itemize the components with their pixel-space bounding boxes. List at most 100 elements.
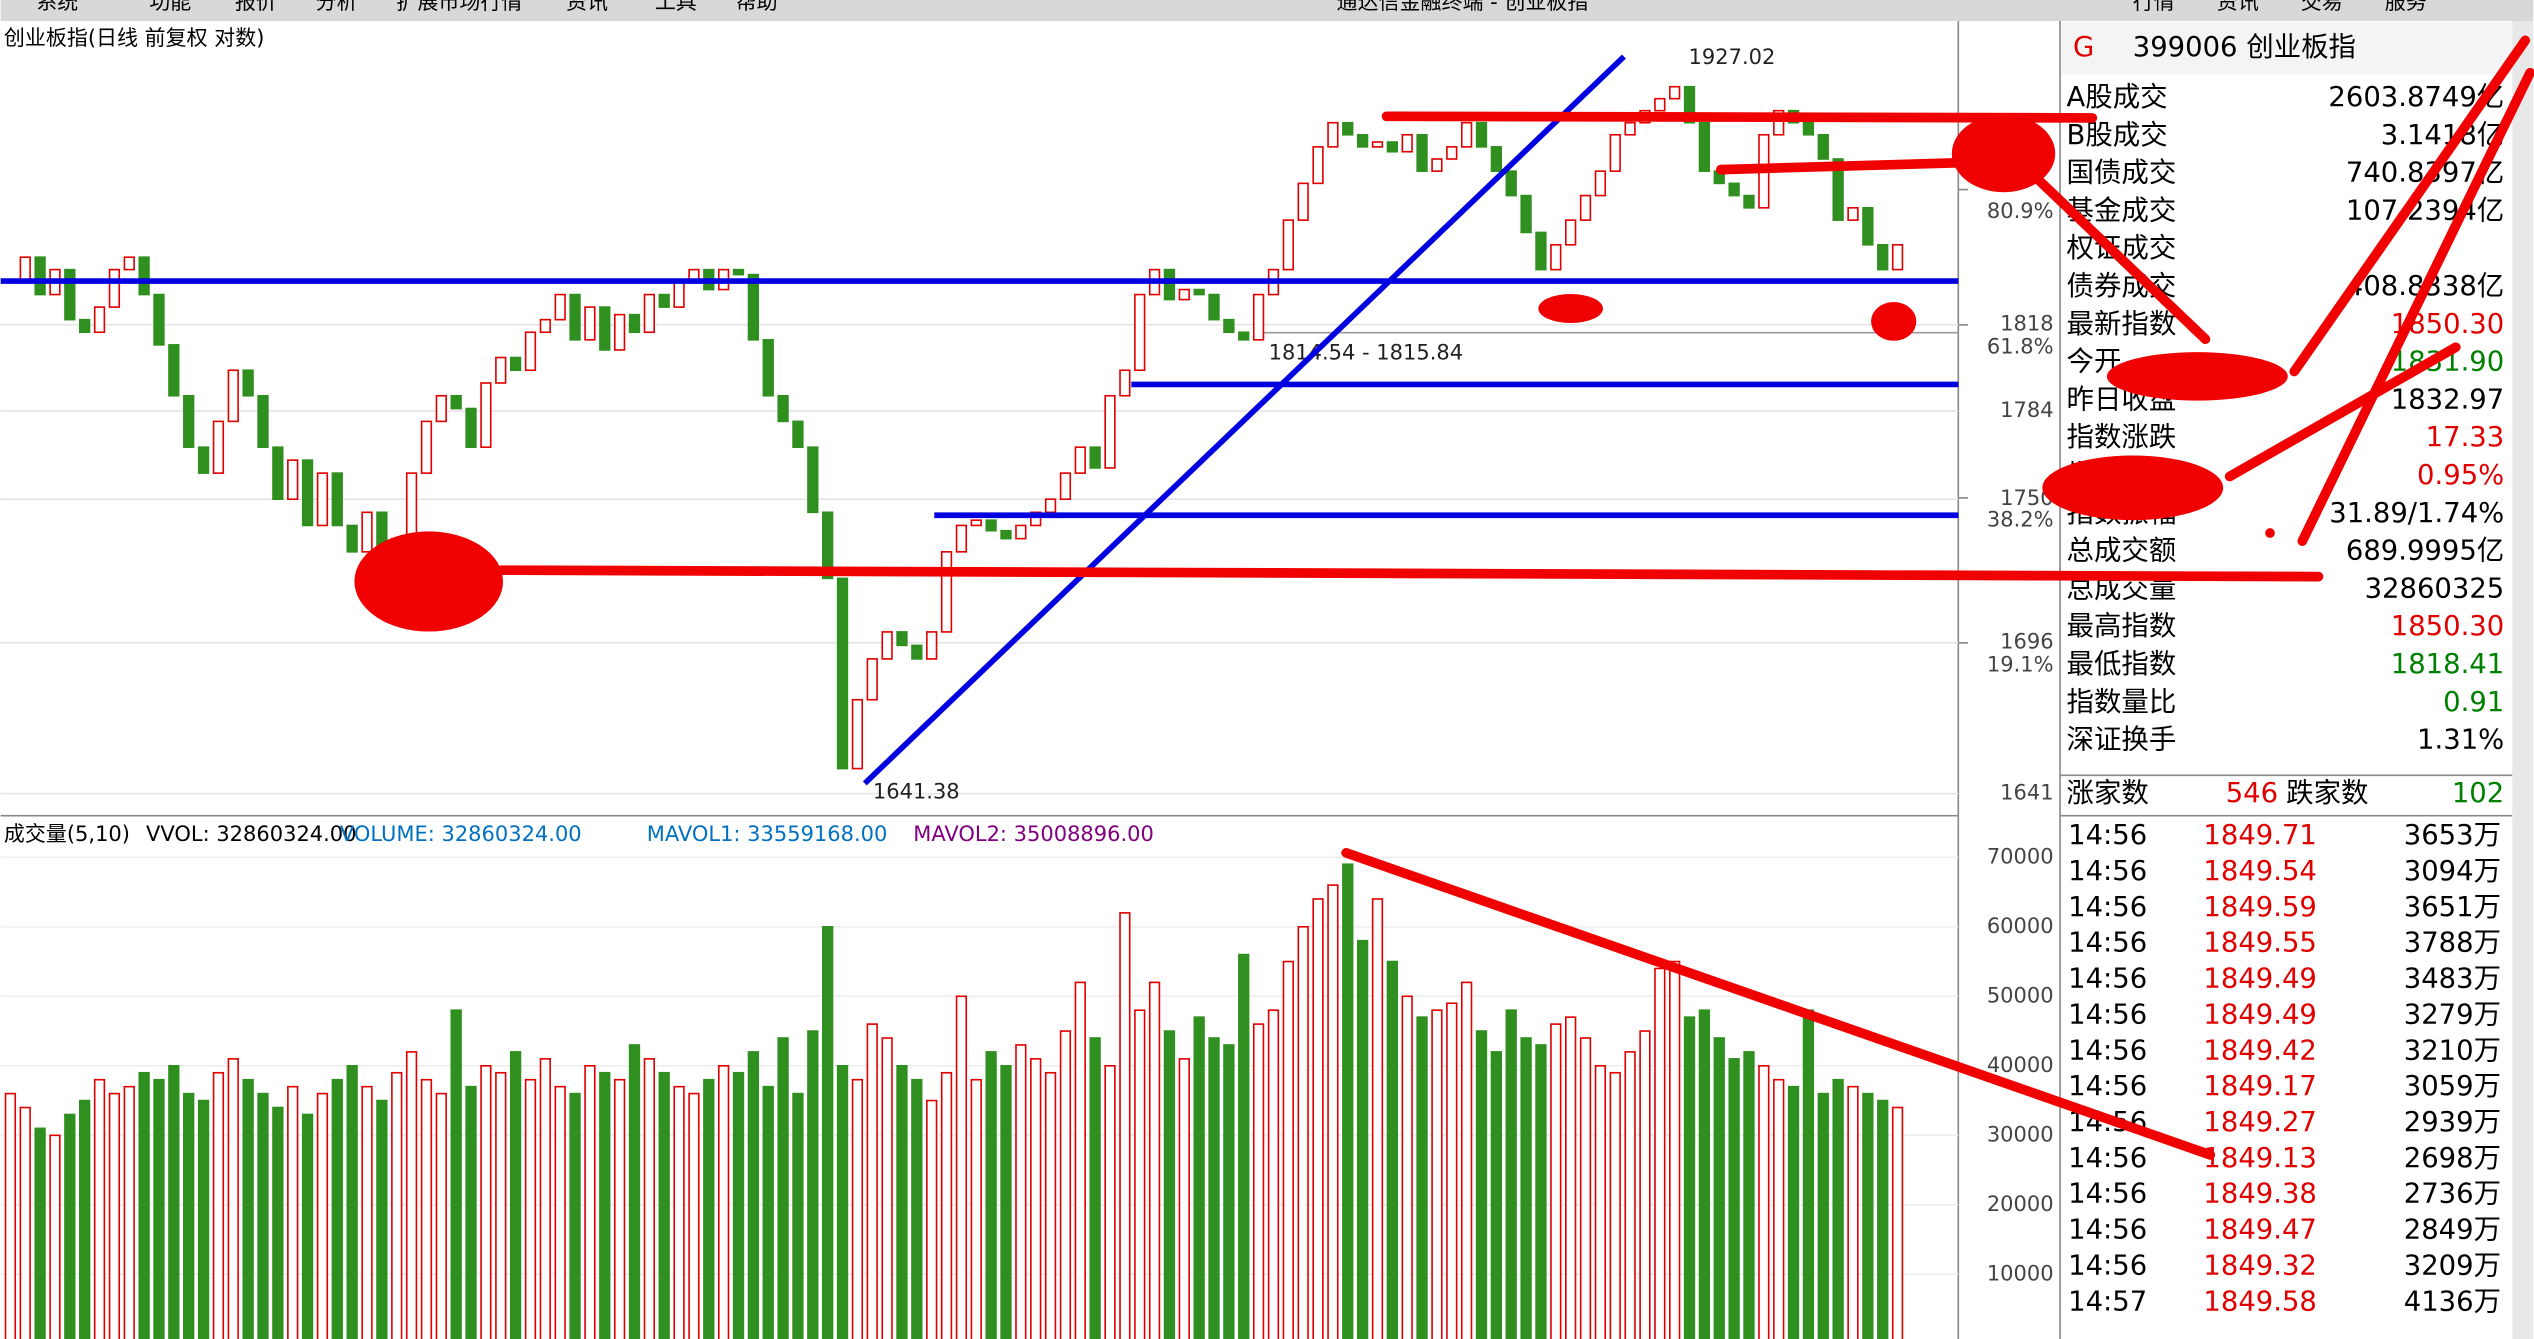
- candle: [316, 472, 329, 527]
- candle: [599, 306, 611, 351]
- quote-label: 最高指数: [2067, 611, 2177, 642]
- tick-time: 14:56: [2068, 820, 2147, 851]
- candle: [1520, 194, 1532, 234]
- drawn-line: [1341, 847, 2216, 1160]
- volume-bar: [1847, 1085, 1859, 1339]
- volume-bar: [792, 1092, 804, 1339]
- tick-price: 1849.13: [2203, 1143, 2316, 1174]
- drawn-line: [862, 54, 1626, 786]
- y-tick-label: 40000: [1987, 1053, 2054, 1077]
- volume-bar: [1654, 967, 1666, 1339]
- candle: [1832, 158, 1844, 221]
- breadth-label: 跌家数: [2286, 778, 2368, 809]
- quote-label: B股成交: [2067, 120, 2168, 151]
- volume-bar: [703, 1078, 715, 1339]
- candle: [1446, 146, 1458, 160]
- candle: [896, 631, 908, 647]
- volume-bar: [123, 1085, 135, 1339]
- tick-volume: 3059万: [2404, 1071, 2501, 1102]
- candle: [1802, 121, 1815, 136]
- quote-value: 31.89/1.74%: [2329, 498, 2504, 529]
- volume-bar: [1044, 1071, 1057, 1339]
- candle: [331, 472, 343, 527]
- candle: [1683, 85, 1696, 124]
- candle: [822, 511, 834, 580]
- volume-bar: [881, 1037, 893, 1339]
- quote-value: 0.95%: [2417, 460, 2504, 491]
- volume-bar: [19, 1106, 31, 1339]
- candle: [1624, 121, 1636, 136]
- volume-bar: [1208, 1037, 1220, 1339]
- candle: [554, 293, 566, 321]
- volume-bar: [1015, 1044, 1027, 1339]
- fib-label: 61.8%: [1987, 335, 2054, 359]
- volume-bar: [732, 1071, 745, 1339]
- volume-bar: [361, 1085, 373, 1339]
- tick-price: 1849.54: [2203, 856, 2316, 887]
- candle: [465, 407, 477, 448]
- quote-value: 107.2394亿: [2346, 195, 2504, 226]
- volume-bar: [420, 1078, 433, 1339]
- menu-item: 报价: [235, 0, 277, 14]
- tick-price: 1849.71: [2203, 820, 2316, 851]
- volume-bar: [301, 1113, 314, 1339]
- volume-bar: [1089, 1037, 1101, 1339]
- volume-bar: [926, 1099, 938, 1339]
- volume-bar: [1148, 981, 1161, 1339]
- legend-entry: VVOL: 32860324.00: [146, 822, 356, 846]
- fib-label: 80.9%: [1987, 199, 2054, 223]
- volume-bar: [1074, 981, 1086, 1339]
- menu-item: 扩展市场行情: [396, 0, 522, 14]
- volume-bar: [985, 1051, 997, 1339]
- volume-bar: [822, 925, 834, 1339]
- tick-price: 1849.47: [2203, 1215, 2316, 1246]
- volume-bar: [64, 1113, 76, 1339]
- candle: [792, 420, 804, 448]
- candle: [1891, 243, 1904, 271]
- fib-label: 38.2%: [1987, 508, 2054, 532]
- drawn-dot: [1871, 302, 1917, 341]
- volume-bar: [896, 1065, 908, 1339]
- volume-bar: [138, 1071, 150, 1339]
- tick-time: 14:56: [2068, 1143, 2147, 1174]
- volume-bar: [1104, 1065, 1116, 1339]
- candle: [1386, 141, 1398, 153]
- candle: [1579, 194, 1592, 221]
- volume-bar: [405, 1051, 418, 1339]
- candle: [1609, 133, 1621, 172]
- candle: [628, 313, 641, 334]
- volume-bar: [658, 1071, 670, 1339]
- volume-bar: [1431, 1009, 1443, 1339]
- y-tick-label: 1696: [2000, 630, 2053, 654]
- tick-price: 1849.59: [2203, 892, 2316, 923]
- candle: [34, 256, 46, 296]
- volume-bar: [1386, 960, 1398, 1339]
- tick-volume: 3279万: [2404, 999, 2501, 1030]
- volume-bar: [1862, 1092, 1874, 1339]
- candle: [1460, 121, 1473, 148]
- volume-bar: [539, 1058, 551, 1339]
- volume-bar: [376, 1099, 388, 1339]
- volume-bar: [1475, 1030, 1488, 1339]
- candle: [807, 446, 819, 514]
- candle: [1490, 146, 1503, 172]
- window-button: 服务: [2385, 0, 2427, 14]
- quote-label: 最低指数: [2067, 649, 2177, 680]
- drawn-dot: [354, 531, 504, 632]
- window-button: 交易: [2301, 0, 2343, 14]
- candle: [168, 344, 180, 397]
- volume-bar: [970, 1078, 982, 1339]
- legend-entry: MAVOL1: 33559168.00: [647, 822, 888, 846]
- candle: [851, 698, 864, 770]
- volume-bar: [1327, 884, 1339, 1339]
- candle: [1550, 243, 1562, 271]
- candle: [93, 306, 106, 334]
- volume-bar: [4, 1092, 17, 1339]
- candle: [1728, 182, 1740, 197]
- tick-price: 1849.58: [2203, 1286, 2316, 1317]
- breadth-label: 涨家数: [2067, 778, 2149, 809]
- tick-volume: 3483万: [2404, 964, 2501, 995]
- candle: [1327, 121, 1339, 148]
- quote-label: 指数涨跌: [2067, 422, 2177, 453]
